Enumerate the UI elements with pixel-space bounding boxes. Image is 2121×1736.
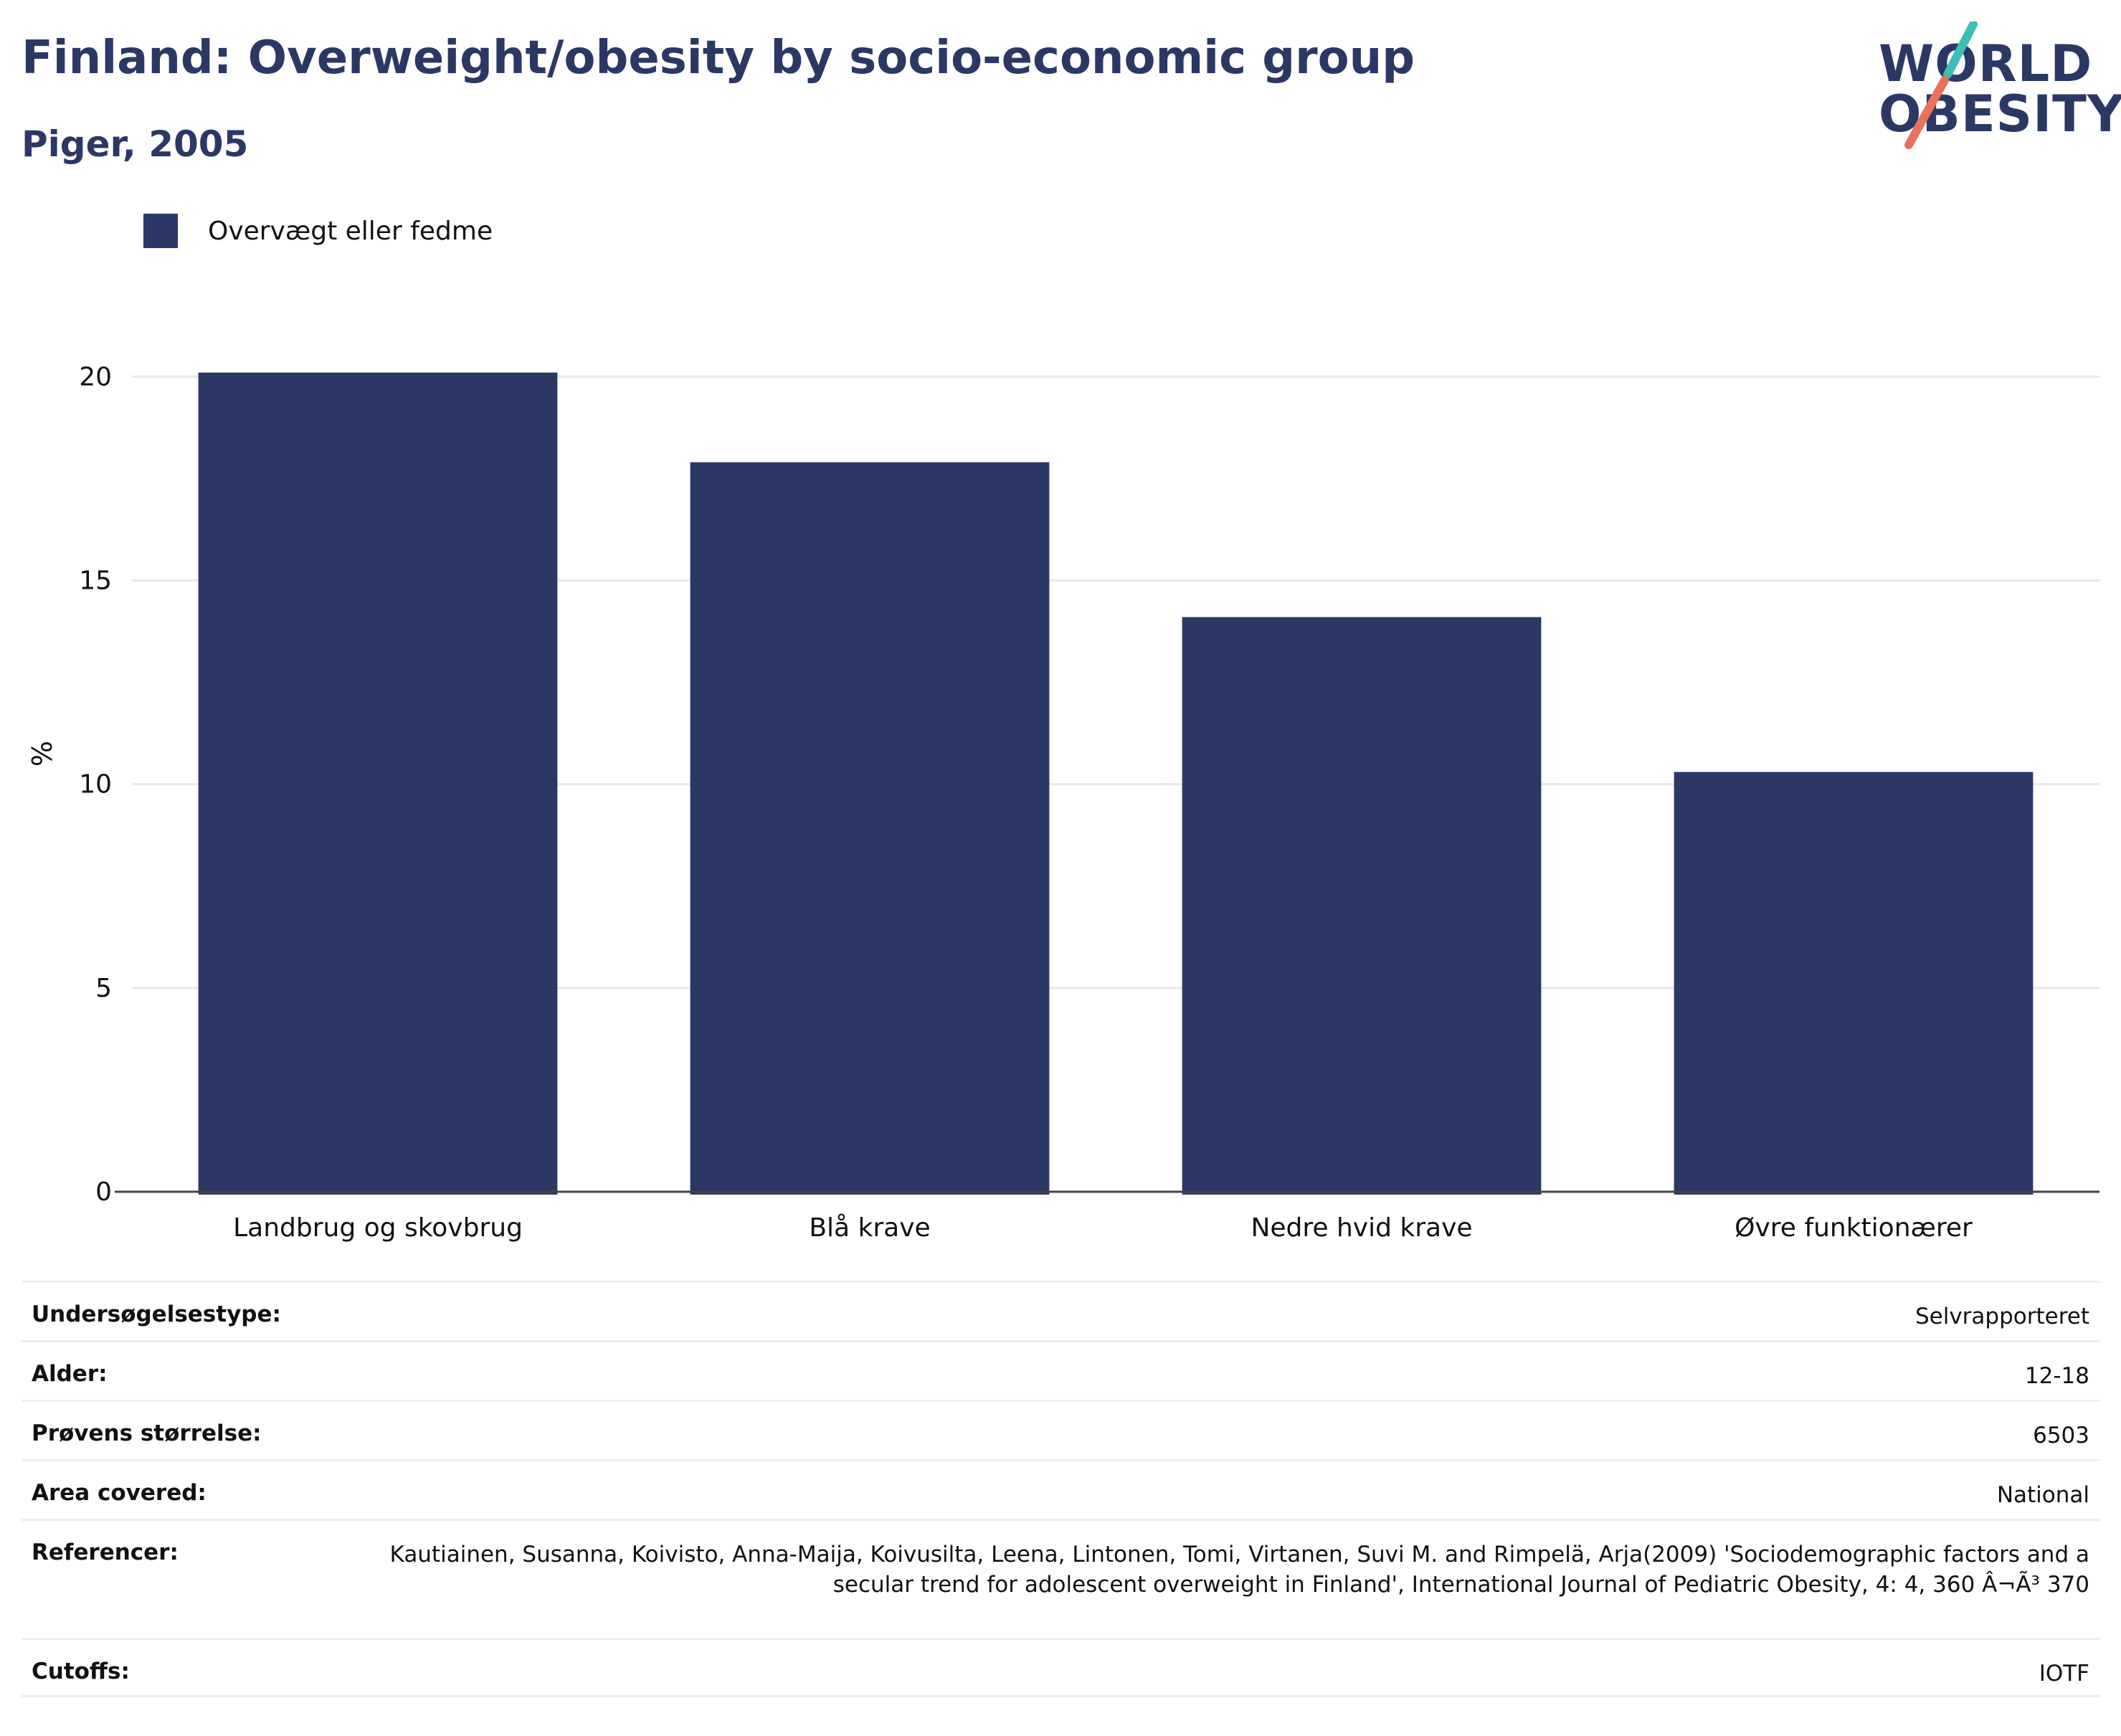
x-tick-label: Øvre funktionærer [1735,1213,1973,1243]
info-key: Area covered: [32,1480,207,1506]
y-tick-label: 0 [95,1177,112,1207]
info-key: Undersøgelsestype: [32,1301,281,1327]
info-row-references: Referencer: Kautiainen, Susanna, Koivist… [22,1519,2099,1638]
legend-label: Overvægt eller fedme [208,216,493,246]
info-row-area: Area covered: National [22,1459,2099,1519]
y-tick-label: 10 [79,770,112,800]
y-tick-label: 5 [95,974,112,1003]
info-value: 6503 [2033,1423,2089,1448]
info-value: Selvrapporteret [1914,1304,2089,1329]
x-tick-label: Nedre hvid krave [1251,1213,1472,1243]
y-tick-label: 20 [79,362,112,392]
info-key: Prøvens størrelse: [32,1420,262,1446]
legend: Overvægt eller fedme [143,214,493,248]
info-key: Referencer: [32,1540,179,1565]
info-value: 12-18 [2024,1363,2089,1389]
bar [198,372,558,1195]
info-row-survey-type: Undersøgelsestype: Selvrapporteret [22,1281,2099,1340]
chart-title: Finland: Overweight/obesity by socio-eco… [22,32,1415,85]
info-value: National [1996,1482,2089,1508]
info-key: Alder: [32,1361,108,1387]
logo-line-1: WORLD [1879,34,2093,93]
info-row-age: Alder: 12-18 [22,1340,2099,1400]
x-tick-label: Landbrug og skovbrug [233,1213,523,1243]
bar [1674,772,2034,1195]
legend-swatch [143,214,178,248]
y-tick-label: 15 [79,566,112,595]
info-value: IOTF [2039,1661,2089,1687]
info-row-cutoffs: Cutoffs: IOTF [22,1638,2099,1697]
x-tick-label: Blå krave [809,1213,930,1243]
chart-subtitle: Piger, 2005 [22,123,249,165]
bar [690,462,1050,1195]
bar [1182,617,1542,1195]
info-value: Kautiainen, Susanna, Koivisto, Anna-Maij… [389,1542,2089,1598]
info-key: Cutoffs: [32,1659,130,1684]
world-obesity-logo: WORLD OBESITY [1864,22,2121,151]
y-axis-label: % [27,741,58,767]
logo-slash-icon [1904,22,1978,149]
info-row-sample-size: Prøvens størrelse: 6503 [22,1400,2099,1459]
bar-chart: 0 5 10 15 20% Landbrug og skovbrug Blå krave Ne… [27,362,2099,1243]
info-table: Undersøgelsestype: Selvrapporteret Alder… [22,1281,2099,1697]
